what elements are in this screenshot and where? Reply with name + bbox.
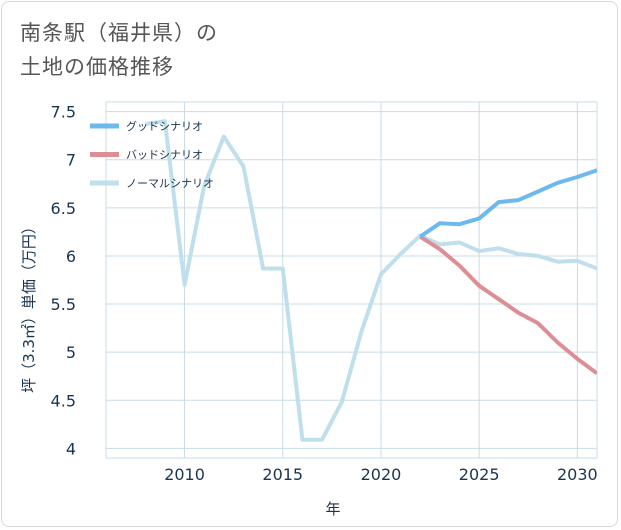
- y-tick-label: 4: [66, 439, 76, 458]
- x-axis-label: 年: [325, 500, 340, 518]
- legend-label: ノーマルシナリオ: [126, 177, 214, 190]
- y-tick-label: 6.5: [51, 199, 76, 218]
- y-tick-label: 6: [66, 247, 76, 266]
- y-tick-label: 7: [66, 151, 76, 170]
- x-tick-labels: 2010 2015 2020 2025 2030: [164, 465, 598, 484]
- x-tick-label: 2030: [557, 465, 598, 484]
- plot-frame: [105, 101, 598, 459]
- y-tick-label: 7.5: [51, 103, 76, 122]
- legend-label: グッドシナリオ: [126, 119, 203, 133]
- y-tick-labels: 4 4.5 5 5.5 6 6.5 7 7.5: [51, 103, 76, 459]
- chart-title-line1: 南条駅（福井県）の: [20, 21, 218, 45]
- series-lines: [145, 119, 597, 442]
- y-axis-label: 坪（3.3㎡）単価（万円）: [20, 219, 38, 393]
- x-tick-label: 2010: [164, 465, 205, 484]
- grid-lines: [106, 102, 597, 458]
- chart-title: 南条駅（福井県）の 土地の価格推移: [20, 16, 420, 84]
- x-tick-label: 2020: [361, 465, 402, 484]
- series-line-1: [419, 168, 597, 239]
- series-line-3: [145, 119, 597, 442]
- x-tick-label: 2025: [459, 465, 500, 484]
- chart-title-line2: 土地の価格推移: [20, 55, 174, 79]
- series-line-2: [419, 235, 597, 375]
- y-tick-label: 4.5: [51, 391, 76, 410]
- legend-label: バッドシナリオ: [126, 149, 203, 162]
- x-tick-label: 2015: [262, 465, 303, 484]
- y-tick-label: 5.5: [51, 295, 76, 314]
- plot-border: [105, 101, 598, 459]
- y-tick-label: 5: [66, 343, 76, 362]
